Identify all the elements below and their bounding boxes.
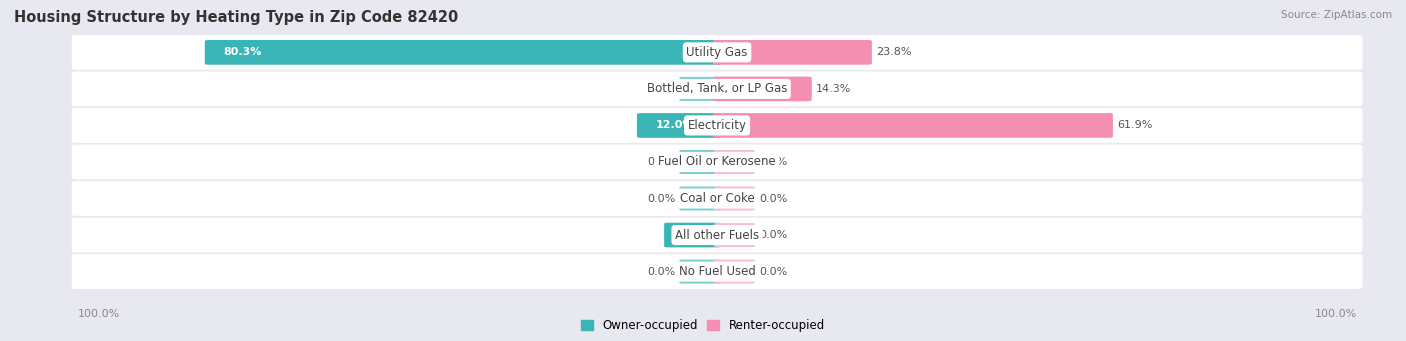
Text: 0.0%: 0.0% xyxy=(647,267,675,277)
Text: 80.3%: 80.3% xyxy=(224,47,262,57)
Text: Bottled, Tank, or LP Gas: Bottled, Tank, or LP Gas xyxy=(647,83,787,95)
Text: 7.7%: 7.7% xyxy=(682,230,713,240)
Text: 23.8%: 23.8% xyxy=(876,47,911,57)
Text: 0.0%: 0.0% xyxy=(759,157,787,167)
Text: 14.3%: 14.3% xyxy=(815,84,852,94)
Text: 100.0%: 100.0% xyxy=(77,309,120,319)
Text: 0.0%: 0.0% xyxy=(759,267,787,277)
Text: Fuel Oil or Kerosene: Fuel Oil or Kerosene xyxy=(658,155,776,168)
Text: 100.0%: 100.0% xyxy=(1315,309,1357,319)
Text: 61.9%: 61.9% xyxy=(1118,120,1153,131)
Text: 0.0%: 0.0% xyxy=(759,193,787,204)
Text: 0.0%: 0.0% xyxy=(759,230,787,240)
Text: Electricity: Electricity xyxy=(688,119,747,132)
Text: Source: ZipAtlas.com: Source: ZipAtlas.com xyxy=(1281,10,1392,20)
Text: Coal or Coke: Coal or Coke xyxy=(679,192,755,205)
Text: 0.0%: 0.0% xyxy=(647,84,675,94)
Text: 12.0%: 12.0% xyxy=(655,120,693,131)
Text: Housing Structure by Heating Type in Zip Code 82420: Housing Structure by Heating Type in Zip… xyxy=(14,10,458,25)
Text: 0.0%: 0.0% xyxy=(647,193,675,204)
Text: All other Fuels: All other Fuels xyxy=(675,228,759,241)
Legend: Owner-occupied, Renter-occupied: Owner-occupied, Renter-occupied xyxy=(581,319,825,332)
Text: Utility Gas: Utility Gas xyxy=(686,46,748,59)
Text: 0.0%: 0.0% xyxy=(647,157,675,167)
Text: No Fuel Used: No Fuel Used xyxy=(679,265,755,278)
